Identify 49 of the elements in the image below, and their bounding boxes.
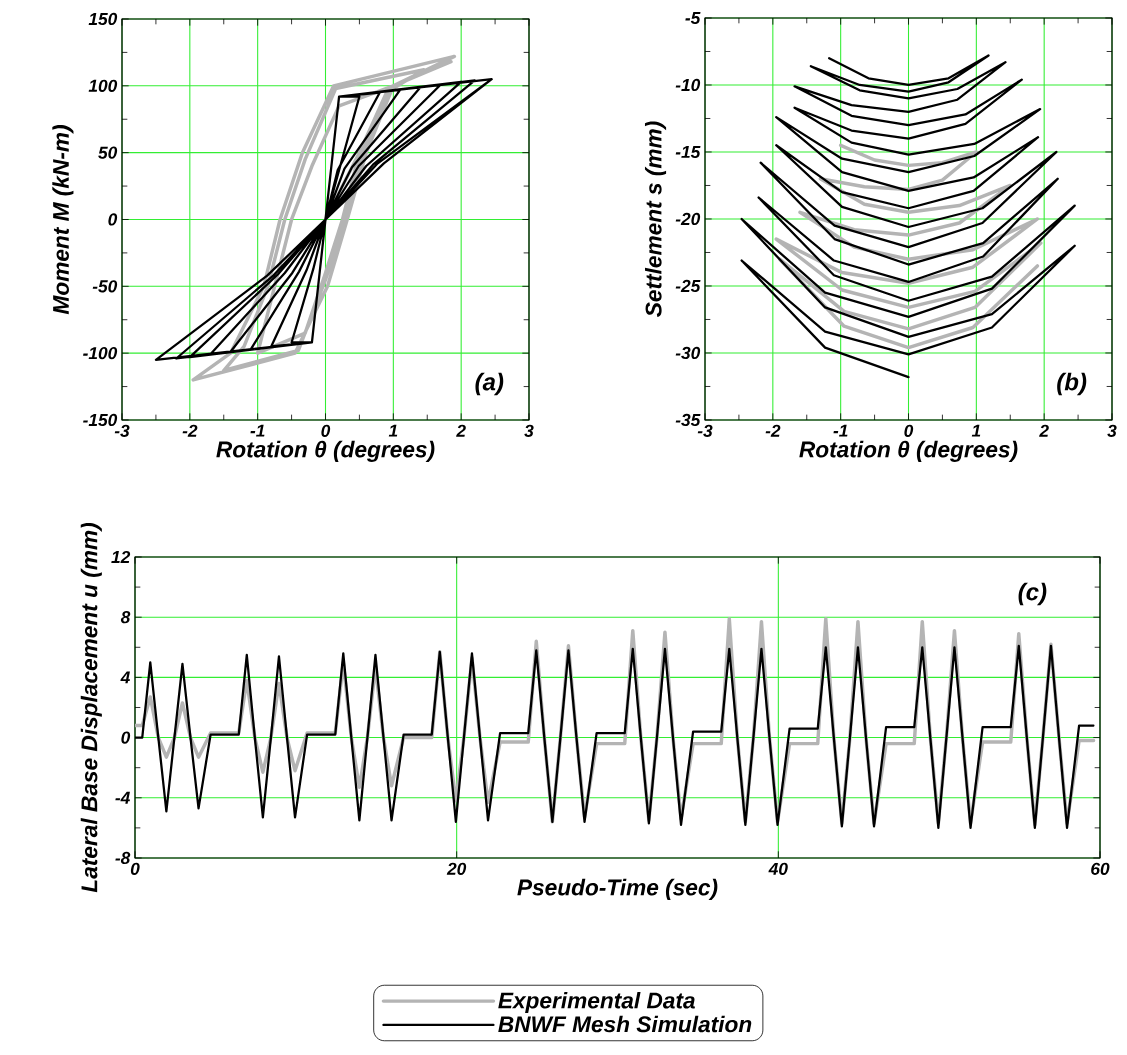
- y-tick-label: 0: [108, 213, 118, 226]
- y-tick-label: -30: [675, 346, 701, 360]
- x-tick-label: 40: [768, 862, 788, 875]
- y-tick-label: 8: [120, 611, 131, 624]
- x-tick-label: 1: [971, 424, 981, 437]
- y-axis-title: Moment M (kN-m): [52, 125, 74, 315]
- y-tick-label: -15: [675, 145, 701, 159]
- x-tick-label: 3: [524, 424, 534, 437]
- x-axis-title: Rotation θ (degrees): [216, 440, 435, 462]
- x-axis-title: Pseudo-Time (sec): [517, 878, 718, 900]
- annotation: (c): [1018, 582, 1047, 606]
- y-tick-label: -8: [115, 851, 131, 865]
- y-tick-label: -5: [685, 11, 701, 25]
- y-tick-label: -35: [675, 413, 701, 427]
- x-tick-label: 60: [1091, 862, 1110, 875]
- y-tick-label: 150: [88, 12, 118, 26]
- annotation: (a): [475, 372, 504, 396]
- y-tick-label: 50: [98, 146, 118, 159]
- y-tick-label: -100: [83, 347, 118, 360]
- x-axis-title: Rotation θ (degrees): [799, 440, 1018, 462]
- x-tick-label: -1: [833, 424, 848, 437]
- y-tick-label: -4: [115, 791, 130, 804]
- y-tick-label: 4: [120, 671, 130, 684]
- x-tick-label: 2: [1039, 424, 1049, 437]
- y-tick-label: -25: [675, 279, 701, 293]
- y-axis-title: Lateral Base Displacement u (mm): [80, 523, 102, 893]
- x-tick-label: 20: [446, 862, 467, 875]
- y-tick-label: -20: [675, 212, 701, 226]
- x-tick-label: 1: [388, 424, 398, 437]
- y-tick-label: -10: [675, 78, 701, 92]
- x-tick-label: -3: [114, 424, 130, 437]
- x-tick-label: -2: [765, 424, 781, 437]
- x-tick-label: -1: [250, 424, 265, 437]
- x-tick-label: 3: [1107, 424, 1117, 437]
- x-tick-label: 0: [321, 424, 331, 437]
- y-tick-label: 12: [111, 550, 131, 564]
- y-axis-title: Settlement s (mm): [644, 121, 667, 317]
- x-tick-label: 0: [130, 862, 140, 875]
- legend-label: BNWF Mesh Simulation: [498, 1015, 752, 1033]
- y-tick-label: -150: [83, 413, 118, 427]
- x-tick-label: 2: [456, 424, 466, 437]
- x-tick-label: -3: [697, 424, 713, 437]
- legend-label: Experimental Data: [498, 991, 695, 1014]
- y-tick-label: -50: [92, 280, 118, 293]
- x-tick-label: 0: [904, 424, 914, 437]
- x-tick-label: -2: [182, 424, 198, 437]
- y-tick-label: 100: [88, 79, 118, 92]
- y-tick-label: 0: [121, 731, 131, 744]
- annotation: (b): [1057, 372, 1087, 396]
